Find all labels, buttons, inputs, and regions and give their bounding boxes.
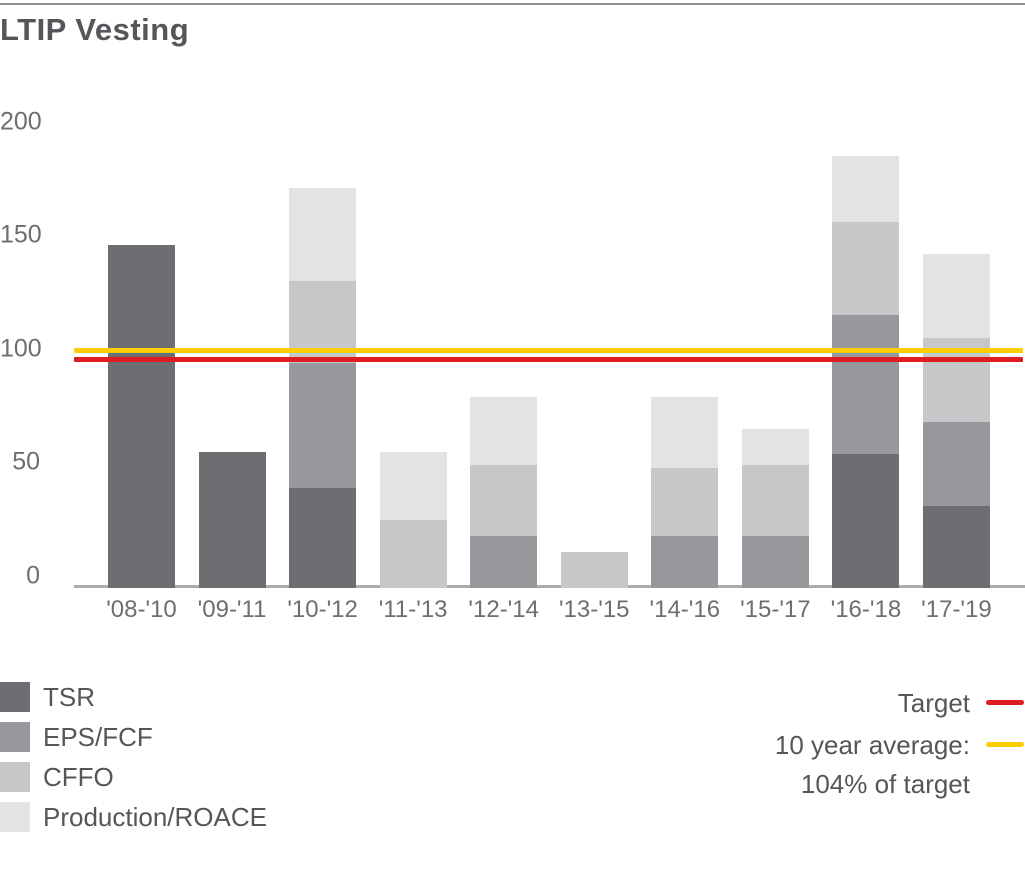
bar-segment-tsr — [289, 488, 357, 588]
x-axis-tick-label: '12-'14 — [468, 596, 539, 623]
legend-label: CFFO — [43, 761, 114, 792]
bar-segment-production-roace — [379, 451, 447, 520]
x-axis-tick-label: '08-'10 — [106, 596, 177, 623]
average-legend-label-line2: 104% of target — [800, 769, 970, 799]
bar-segment-production-roace — [741, 428, 809, 466]
bar-segment-cffo — [651, 467, 719, 536]
legend-swatch-eps-fcf — [0, 722, 30, 752]
legend-label: EPS/FCF — [43, 721, 153, 752]
bar-segment-cffo — [560, 551, 628, 588]
bar-segment-cffo — [379, 519, 447, 588]
bar-segment-eps-fcf — [741, 535, 809, 588]
x-axis-tick-label: '11-'13 — [378, 596, 448, 623]
bar-segment-eps-fcf — [922, 422, 990, 507]
legend-swatch-cffo — [0, 762, 30, 792]
bar-segment-tsr — [198, 451, 266, 588]
reference-line-target — [74, 357, 1023, 363]
reference-line-10 — [74, 348, 1023, 354]
average-line-swatch — [986, 742, 1024, 747]
target-legend-label: Target — [897, 688, 970, 718]
x-axis-tick-label: '13-'15 — [558, 596, 630, 623]
legend-item-cffo: CFFO — [0, 762, 114, 792]
legend-swatch-production-roace — [0, 802, 30, 832]
bar-segment-cffo — [741, 465, 809, 536]
bar-segment-tsr — [108, 244, 175, 588]
x-axis-line — [74, 585, 1025, 588]
bar-segment-cffo — [832, 222, 900, 316]
legend-item-production-roace: Production/ROACE — [0, 802, 267, 832]
legend-item-tsr: TSR — [0, 682, 95, 712]
average-legend-label-line1: 10 year average: — [774, 730, 970, 760]
bar-segment-production-roace — [832, 156, 900, 223]
target-line-swatch — [986, 700, 1024, 705]
y-axis-tick-label: 100 — [0, 334, 42, 363]
y-axis-tick-label: 0 — [26, 561, 40, 590]
bar-segment-cffo — [470, 465, 538, 536]
bar-segment-eps-fcf — [470, 535, 538, 588]
top-border-rule — [0, 3, 1025, 5]
bar-segment-eps-fcf — [832, 315, 900, 454]
x-axis-tick-label: '10-'12 — [287, 596, 358, 623]
ltip-vesting-chart: 0 50 100 150 200 '08-'10 '09-'11 '10-'12 '11-'13… — [0, 107, 1025, 623]
bar-segment-production-roace — [922, 254, 990, 339]
bar-segment-eps-fcf — [651, 535, 719, 588]
y-axis-tick-label: 50 — [12, 447, 40, 476]
legend-swatch-tsr — [0, 682, 30, 712]
bar-segment-tsr — [832, 453, 900, 588]
chart-title: LTIP Vesting — [0, 12, 190, 47]
bar-segment-eps-fcf — [289, 363, 357, 489]
bar-segment-production-roace — [470, 397, 538, 466]
x-axis-tick-label: '14-'16 — [649, 596, 721, 623]
x-axis-tick-label: '15-'17 — [740, 596, 811, 623]
x-axis-tick-label: '09-'11 — [197, 596, 267, 623]
legend-label: TSR — [43, 681, 95, 712]
bar-segment-production-roace — [651, 397, 719, 468]
legend-label: Production/ROACE — [43, 801, 267, 832]
y-axis-tick-label: 150 — [0, 220, 42, 249]
bar-segment-production-roace — [289, 188, 357, 282]
bar-segment-tsr — [922, 506, 990, 588]
x-axis-tick-label: '16-'18 — [830, 596, 902, 623]
y-axis-tick-label: 200 — [0, 107, 42, 136]
x-axis-tick-label: '17-'19 — [921, 596, 992, 623]
legend-item-eps-fcf: EPS/FCF — [0, 722, 153, 752]
